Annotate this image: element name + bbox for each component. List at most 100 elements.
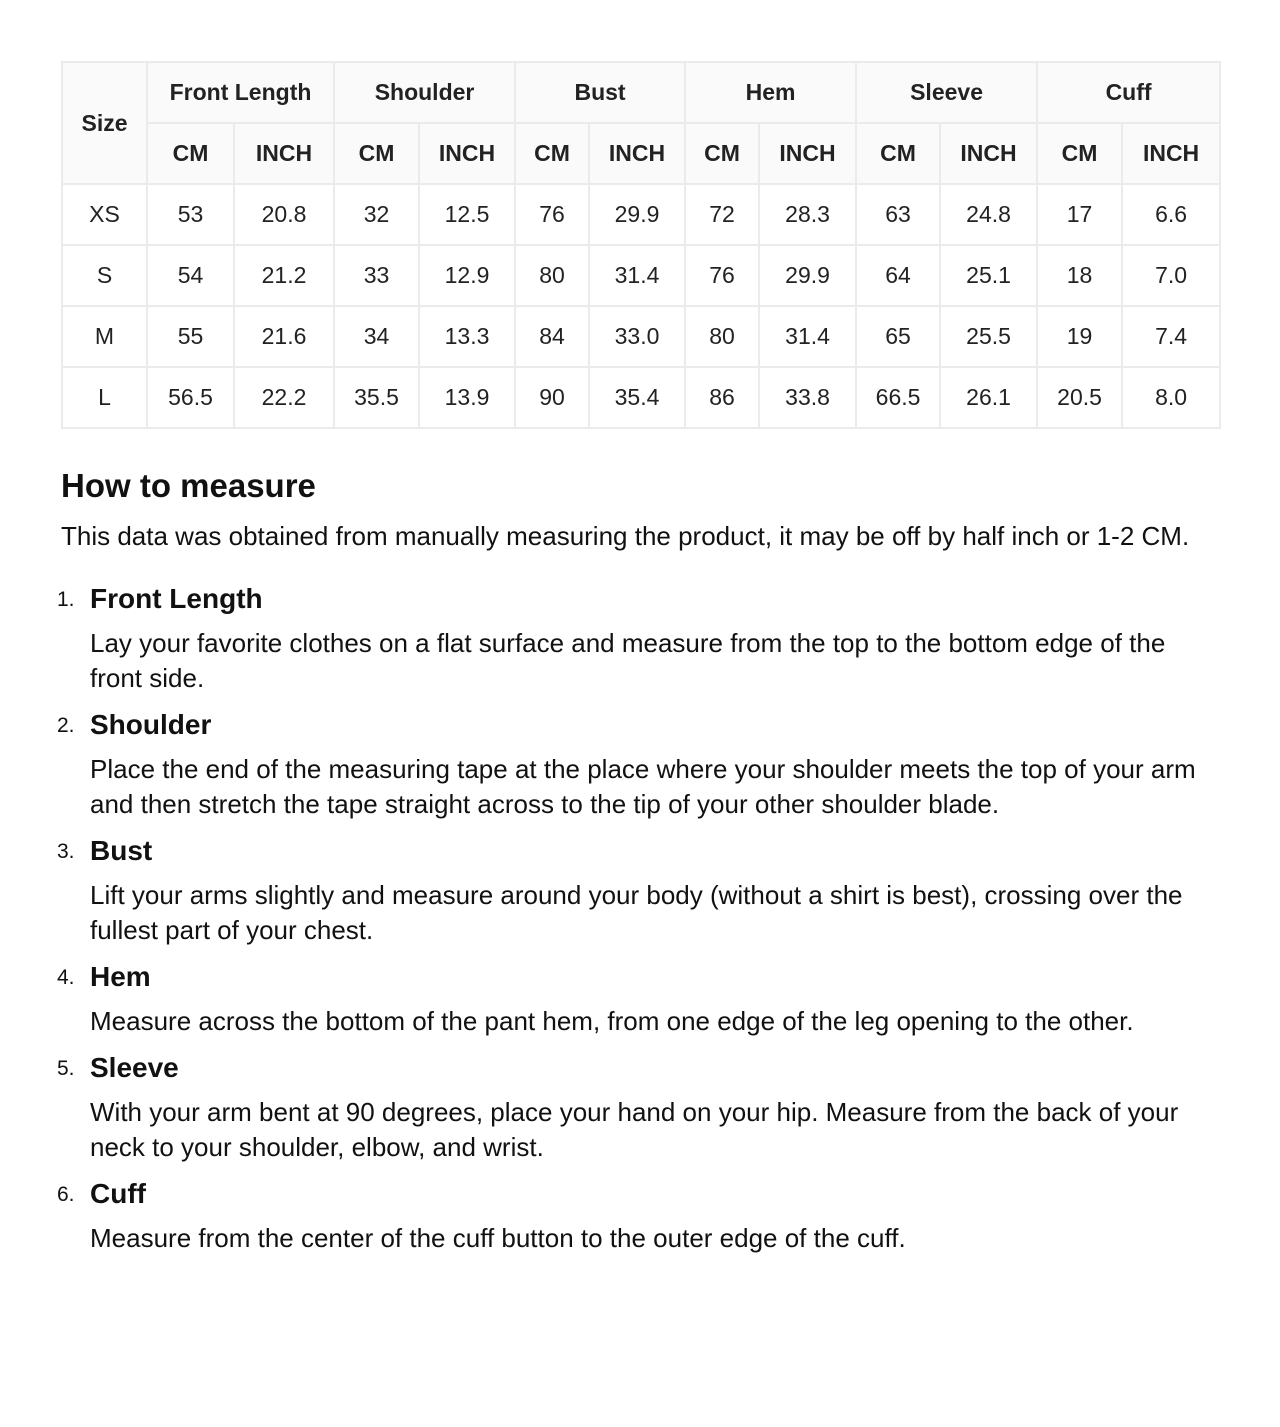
table-row: L 56.5 22.2 35.5 13.9 90 35.4 86 33.8 66.5 26.1 20.… bbox=[61, 366, 1222, 429]
value-cell: 13.9 bbox=[418, 366, 517, 429]
value-cell: 55 bbox=[146, 305, 235, 368]
value-cell: 17 bbox=[1036, 183, 1124, 246]
list-item: 3. Bust Lift your arms slightly and measur… bbox=[57, 834, 1219, 948]
value-cell: 26.1 bbox=[939, 366, 1039, 429]
value-cell: 56.5 bbox=[146, 366, 235, 429]
value-cell: 86 bbox=[684, 366, 761, 429]
item-title: Bust bbox=[90, 835, 153, 866]
value-cell: 20.8 bbox=[232, 183, 336, 246]
unit-header: CM bbox=[855, 122, 942, 185]
value-cell: 31.4 bbox=[588, 244, 687, 307]
measure-list: 1. Front Length Lay your favorite clothes … bbox=[57, 582, 1219, 1256]
item-description: Measure from the center of the cuff butt… bbox=[90, 1223, 906, 1253]
list-item: 1. Front Length Lay your favorite clothes … bbox=[57, 582, 1219, 696]
value-cell: 84 bbox=[514, 305, 591, 368]
item-description: Measure across the bottom of the pant he… bbox=[90, 1006, 1134, 1036]
value-cell: 29.9 bbox=[758, 244, 858, 307]
value-cell: 76 bbox=[684, 244, 761, 307]
value-cell: 6.6 bbox=[1121, 183, 1222, 246]
value-cell: 7.4 bbox=[1121, 305, 1222, 368]
unit-header: INCH bbox=[418, 122, 517, 185]
item-description: Lift your arms slightly and measure arou… bbox=[90, 880, 1183, 945]
value-cell: 13.3 bbox=[418, 305, 517, 368]
unit-header: INCH bbox=[758, 122, 858, 185]
value-cell: 21.6 bbox=[232, 305, 336, 368]
value-cell: 90 bbox=[514, 366, 591, 429]
unit-header: CM bbox=[514, 122, 591, 185]
value-cell: 65 bbox=[855, 305, 942, 368]
size-cell: L bbox=[61, 366, 148, 429]
size-cell: M bbox=[61, 305, 148, 368]
value-cell: 20.5 bbox=[1036, 366, 1124, 429]
item-description: With your arm bent at 90 degrees, place … bbox=[90, 1097, 1179, 1162]
list-item: 6. Cuff Measure from the center of the cuf… bbox=[57, 1177, 1219, 1256]
value-cell: 22.2 bbox=[232, 366, 336, 429]
value-cell: 31.4 bbox=[758, 305, 858, 368]
value-cell: 35.5 bbox=[333, 366, 421, 429]
item-title: Front Length bbox=[90, 583, 263, 614]
group-header: Hem bbox=[684, 61, 858, 124]
unit-header: CM bbox=[1036, 122, 1124, 185]
list-item: 4. Hem Measure across the bottom of the pa… bbox=[57, 960, 1219, 1039]
table-row: M 55 21.6 34 13.3 84 33.0 80 31.4 65 25.5 19 7.4 bbox=[61, 305, 1222, 368]
group-header: Shoulder bbox=[333, 61, 517, 124]
list-item: 5. Sleeve With your arm bent at 90 degrees… bbox=[57, 1051, 1219, 1165]
value-cell: 7.0 bbox=[1121, 244, 1222, 307]
size-guide: Size Front Length Shoulder Bust Hem Sleeve Cuf… bbox=[57, 61, 1222, 1268]
value-cell: 63 bbox=[855, 183, 942, 246]
value-cell: 66.5 bbox=[855, 366, 942, 429]
value-cell: 29.9 bbox=[588, 183, 687, 246]
value-cell: 64 bbox=[855, 244, 942, 307]
value-cell: 21.2 bbox=[232, 244, 336, 307]
unit-row: CM INCH CM INCH CM INCH CM INCH CM INCH CM INCH bbox=[62, 122, 1222, 185]
item-number: 1. bbox=[57, 588, 75, 611]
value-cell: 32 bbox=[333, 183, 421, 246]
guide-intro: This data was obtained from manually mea… bbox=[61, 521, 1190, 551]
value-cell: 12.9 bbox=[418, 244, 517, 307]
value-cell: 54 bbox=[146, 244, 235, 307]
value-cell: 33.0 bbox=[588, 305, 687, 368]
header-row: Size Front Length Shoulder Bust Hem Sleeve Cuf… bbox=[61, 61, 1222, 185]
unit-header: CM bbox=[333, 122, 421, 185]
item-number: 2. bbox=[57, 714, 75, 737]
group-header: Sleeve bbox=[855, 61, 1039, 124]
group-header: Bust bbox=[514, 61, 687, 124]
value-cell: 33.8 bbox=[758, 366, 858, 429]
value-cell: 80 bbox=[684, 305, 761, 368]
guide-title: How to measure bbox=[61, 467, 316, 504]
value-cell: 24.8 bbox=[939, 183, 1039, 246]
table-row: S 54 21.2 33 12.9 80 31.4 76 29.9 64 25.1 18 7.0 bbox=[61, 244, 1222, 307]
value-cell: 18 bbox=[1036, 244, 1124, 307]
item-description: Lay your favorite clothes on a flat surf… bbox=[90, 628, 1166, 693]
group-header: Cuff bbox=[1036, 61, 1222, 124]
item-number: 6. bbox=[57, 1183, 75, 1206]
value-cell: 25.5 bbox=[939, 305, 1039, 368]
item-title: Sleeve bbox=[90, 1052, 179, 1083]
value-cell: 80 bbox=[514, 244, 591, 307]
unit-header: INCH bbox=[939, 122, 1039, 185]
table-row: XS 53 20.8 32 12.5 76 29.9 72 28.3 63 24.8 17 6.6 bbox=[61, 183, 1222, 246]
item-number: 5. bbox=[57, 1057, 75, 1080]
item-number: 3. bbox=[57, 840, 75, 863]
value-cell: 8.0 bbox=[1121, 366, 1222, 429]
size-cell: S bbox=[61, 244, 148, 307]
unit-header: INCH bbox=[232, 122, 336, 185]
item-description: Place the end of the measuring tape at t… bbox=[90, 754, 1196, 819]
unit-header: INCH bbox=[1121, 122, 1222, 185]
value-cell: 25.1 bbox=[939, 244, 1039, 307]
item-title: Shoulder bbox=[90, 709, 212, 740]
value-cell: 12.5 bbox=[418, 183, 517, 246]
group-header: Front Length bbox=[145, 61, 336, 124]
value-cell: 76 bbox=[514, 183, 591, 246]
value-cell: 34 bbox=[333, 305, 421, 368]
size-cell: XS bbox=[61, 183, 148, 246]
item-title: Hem bbox=[90, 961, 151, 992]
value-cell: 33 bbox=[333, 244, 421, 307]
list-item: 2. Shoulder Place the end of the measuring… bbox=[57, 708, 1219, 822]
unit-header: CM bbox=[146, 122, 235, 185]
value-cell: 28.3 bbox=[758, 183, 858, 246]
value-cell: 35.4 bbox=[588, 366, 687, 429]
unit-header: INCH bbox=[588, 122, 687, 185]
value-cell: 53 bbox=[146, 183, 235, 246]
size-header: Size bbox=[61, 61, 148, 185]
